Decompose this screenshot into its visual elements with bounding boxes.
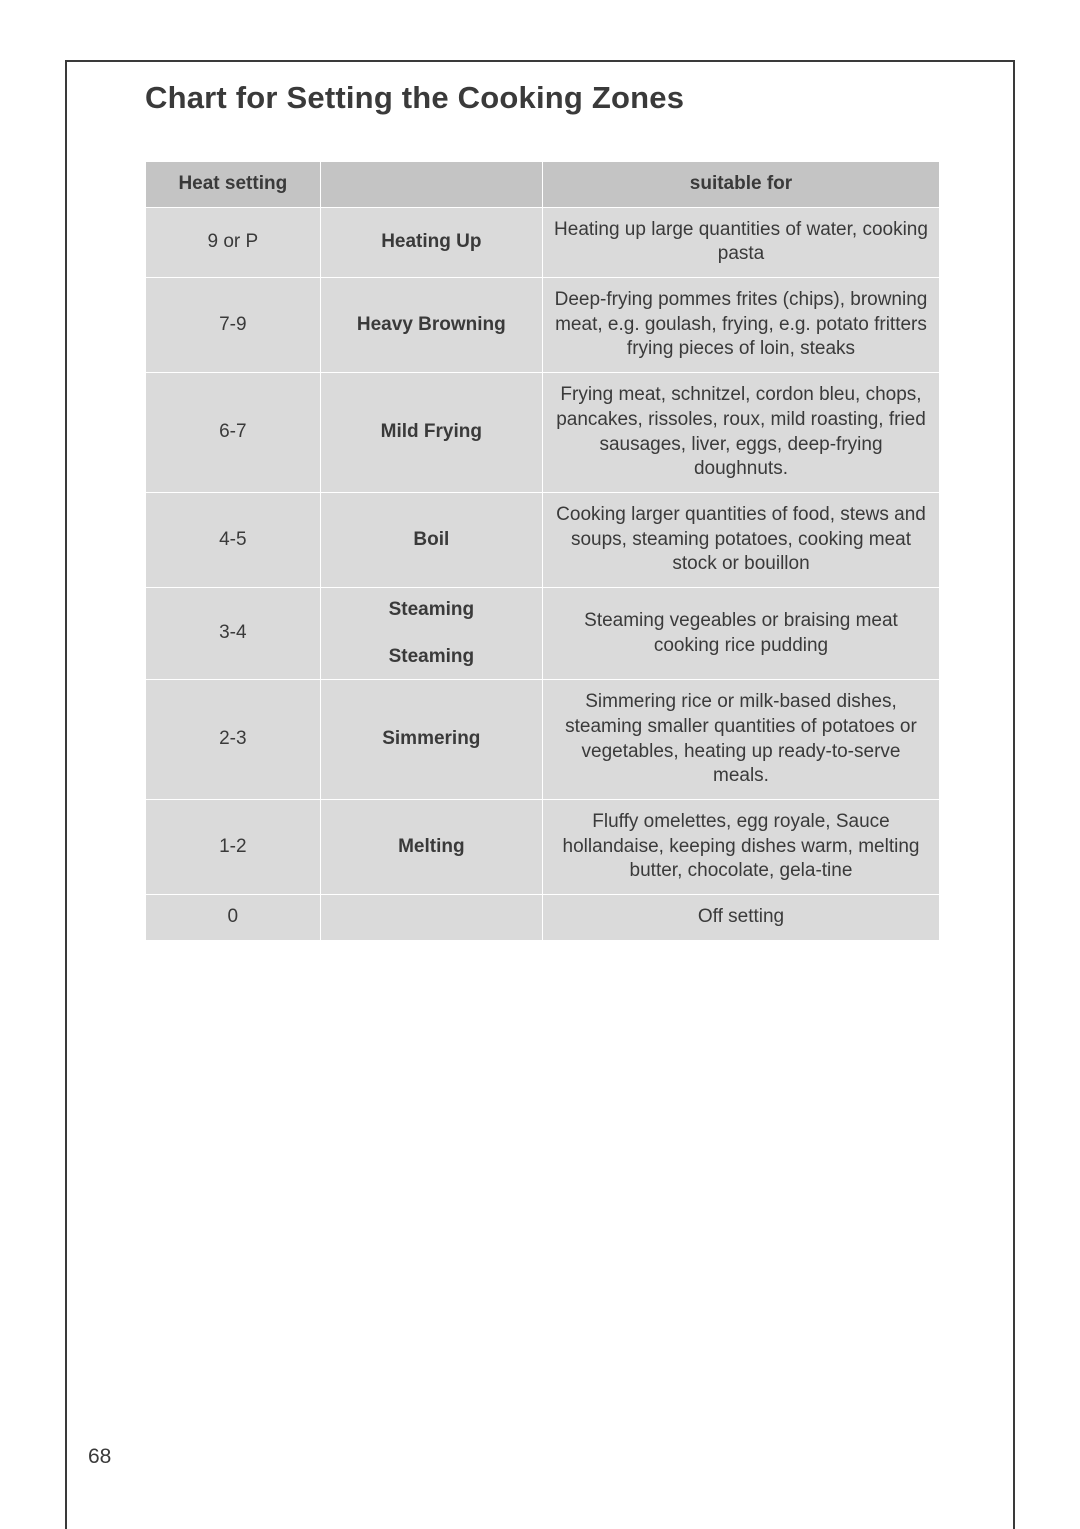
cell-heat-setting: 1-2 <box>146 800 321 895</box>
table-row: 6-7 Mild Frying Frying meat, schnitzel, … <box>146 373 940 493</box>
page-number: 68 <box>88 1445 111 1469</box>
cell-heat-setting: 9 or P <box>146 207 321 277</box>
table-header-row: Heat setting suitable for <box>146 162 940 208</box>
cell-heat-setting: 4-5 <box>146 492 321 587</box>
cell-method: Melting <box>320 800 542 895</box>
table-row: 1-2 Melting Fluffy omelettes, egg royale… <box>146 800 940 895</box>
table-row: 9 or P Heating Up Heating up large quant… <box>146 207 940 277</box>
cell-method-b: Steaming <box>329 645 534 670</box>
table-row: 7-9 Heavy Browning Deep-frying pommes fr… <box>146 278 940 373</box>
cell-method-a: Steaming <box>329 598 534 623</box>
cell-heat-setting: 7-9 <box>146 278 321 373</box>
table-row: 0 Off setting <box>146 895 940 941</box>
cell-suitable: Heating up large quantities of water, co… <box>542 207 939 277</box>
cell-suitable: Simmering rice or milk-based dishes, ste… <box>542 680 939 800</box>
page: Chart for Setting the Cooking Zones Heat… <box>0 0 1080 1529</box>
content-area: Chart for Setting the Cooking Zones Heat… <box>145 80 940 941</box>
cell-method: Boil <box>320 492 542 587</box>
table-row: 4-5 Boil Cooking larger quantities of fo… <box>146 492 940 587</box>
cooking-zones-table: Heat setting suitable for 9 or P Heating… <box>145 161 940 941</box>
col-header-heat-setting: Heat setting <box>146 162 321 208</box>
cell-suitable: Cooking larger quantities of food, stews… <box>542 492 939 587</box>
cell-method: Heating Up <box>320 207 542 277</box>
cell-suitable: Steaming vegeables or braising meat cook… <box>542 587 939 679</box>
cell-suitable: Frying meat, schnitzel, cordon bleu, cho… <box>542 373 939 493</box>
page-title: Chart for Setting the Cooking Zones <box>145 80 940 116</box>
cell-heat-setting: 2-3 <box>146 680 321 800</box>
cell-heat-setting: 6-7 <box>146 373 321 493</box>
cell-suitable: Deep-frying pommes frites (chips), brown… <box>542 278 939 373</box>
col-header-method <box>320 162 542 208</box>
cell-suitable: Fluffy omelettes, egg royale, Sauce holl… <box>542 800 939 895</box>
cell-heat-setting: 0 <box>146 895 321 941</box>
cell-method: Heavy Browning <box>320 278 542 373</box>
cell-method: Steaming Steaming <box>320 587 542 679</box>
col-header-suitable-for: suitable for <box>542 162 939 208</box>
table-row: 2-3 Simmering Simmering rice or milk-bas… <box>146 680 940 800</box>
cell-method <box>320 895 542 941</box>
cell-suitable: Off setting <box>542 895 939 941</box>
cell-method: Mild Frying <box>320 373 542 493</box>
cell-heat-setting: 3-4 <box>146 587 321 679</box>
cell-method: Simmering <box>320 680 542 800</box>
table-row: 3-4 Steaming Steaming Steaming vegeables… <box>146 587 940 679</box>
